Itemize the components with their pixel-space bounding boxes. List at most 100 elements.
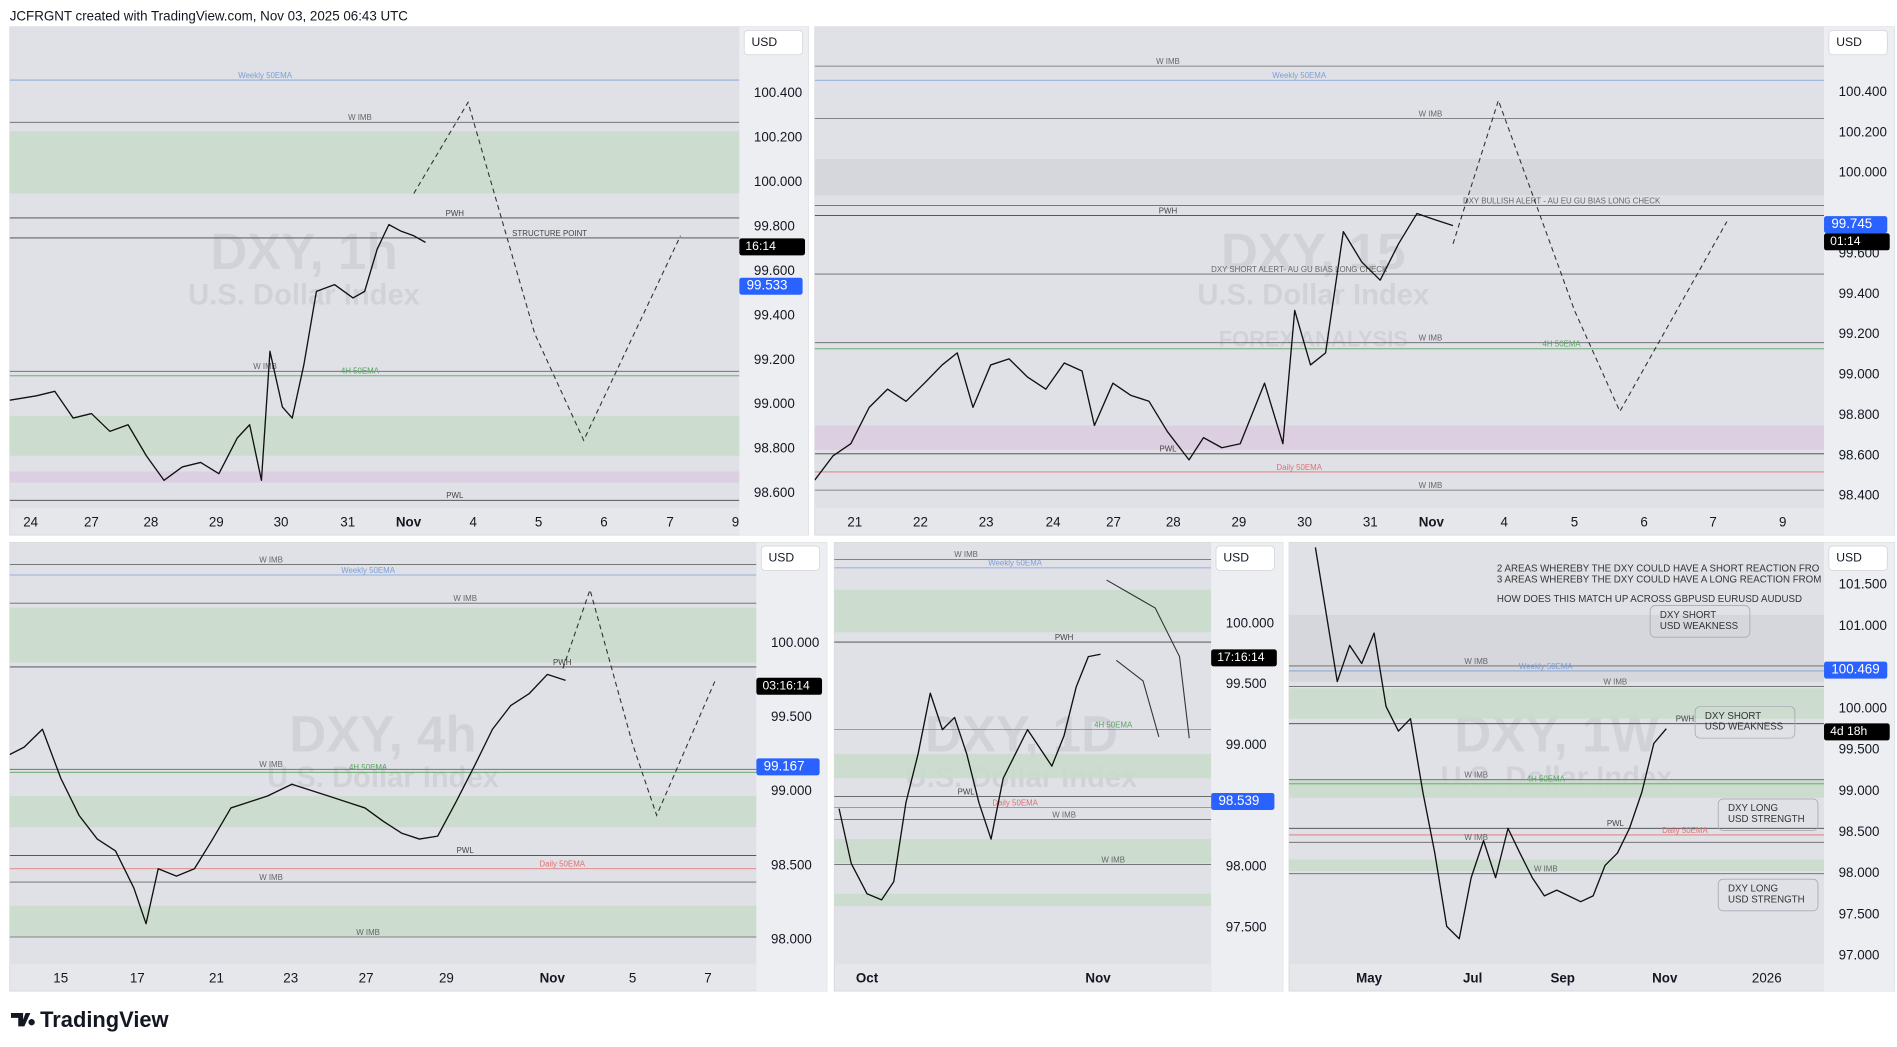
x-tick-label: 7 <box>666 514 673 529</box>
y-tick-label: 98.000 <box>1226 859 1267 874</box>
watermark: DXY, 4h <box>289 706 476 763</box>
y-tick-label: 100.000 <box>754 174 802 189</box>
x-tick-label: 29 <box>439 970 454 985</box>
callout-box <box>1694 706 1796 739</box>
zone <box>814 159 1825 196</box>
zone <box>1288 614 1825 682</box>
timer-label: 16:14 <box>745 239 776 253</box>
timer-label: 17:16:14 <box>1217 650 1265 664</box>
zone <box>814 425 1825 450</box>
y-tick-label: 97.500 <box>1226 919 1267 934</box>
level-label: 4H 50EMA <box>341 367 380 376</box>
level-label: Weekly 50EMA <box>238 71 293 80</box>
callout-box <box>1717 798 1819 831</box>
level-label: W IMB <box>1534 864 1558 873</box>
level-label: W IMB <box>348 113 372 122</box>
level-label: W IMB <box>259 555 283 564</box>
zone <box>1288 688 1825 719</box>
level-label: Daily 50EMA <box>1662 826 1708 835</box>
zone <box>834 589 1212 633</box>
price-tag-label: 98.539 <box>1218 793 1259 808</box>
x-tick-label: Sep <box>1550 970 1575 985</box>
level-label: W IMB <box>1101 855 1125 864</box>
level-label: Daily 50EMA <box>1276 463 1322 472</box>
x-tick-label: 22 <box>913 514 928 529</box>
callout-text: DXY LONG <box>1728 883 1778 894</box>
price-line <box>814 212 1454 481</box>
y-tick-label: 97.000 <box>1839 948 1880 963</box>
level-label: PWL <box>1607 819 1625 828</box>
y-tick-label: 100.000 <box>1839 700 1887 715</box>
y-tick-label: 99.600 <box>754 263 795 278</box>
y-tick-label: 99.000 <box>754 396 795 411</box>
plot: DXY, 1hU.S. Dollar Index Weekly 50EMA W IM… <box>9 71 740 501</box>
y-tick-label: 98.500 <box>771 857 812 872</box>
y-tick-label: 98.000 <box>771 932 812 947</box>
zone <box>9 905 757 938</box>
x-tick-label: 23 <box>979 514 994 529</box>
note: HOW DOES THIS MATCH UP ACROSS GBPUSD EUR… <box>1497 594 1802 605</box>
callout-text: DXY LONG <box>1728 803 1778 814</box>
timer-tag <box>1211 649 1277 667</box>
watermark: DXY, 1h <box>210 223 397 280</box>
x-tick-label: 27 <box>1106 514 1121 529</box>
level-label: DXY BULLISH ALERT - AU EU GU BIAS LONG C… <box>1463 196 1661 205</box>
y-tick-label: 100.200 <box>754 129 802 144</box>
y-tick-label: 100.000 <box>771 635 819 650</box>
level-label: Weekly 50EMA <box>1272 71 1327 80</box>
y-tick-label: 98.800 <box>1839 407 1880 422</box>
y-tick-label: 98.500 <box>1839 824 1880 839</box>
level-label: PWL <box>457 846 475 855</box>
price-tag <box>1824 216 1888 234</box>
x-tick-label: Jul <box>1463 970 1482 985</box>
x-tick-label: 27 <box>84 514 99 529</box>
zone <box>9 415 740 456</box>
price-axis <box>1211 542 1283 992</box>
x-tick-label: 7 <box>1709 514 1716 529</box>
zone <box>834 839 1212 864</box>
level-label: 4H 50EMA <box>349 763 388 772</box>
projection-path <box>1106 579 1190 739</box>
x-tick-label: 28 <box>1166 514 1181 529</box>
y-tick-label: 99.400 <box>754 307 795 322</box>
price-axis <box>1824 26 1895 536</box>
level-label: PWL <box>958 787 976 796</box>
timer-label: 03:16:14 <box>762 678 810 692</box>
currency-box <box>1828 30 1888 56</box>
x-tick-label: 27 <box>359 970 374 985</box>
price-axis <box>1824 542 1895 992</box>
chart-panel: DXY, 1hU.S. Dollar Index Weekly 50EMA W IM… <box>9 26 810 536</box>
watermark: DXY, 15 <box>1221 223 1406 280</box>
level-label: W IMB <box>453 594 477 603</box>
y-tick-label: 99.800 <box>754 218 795 233</box>
x-tick-label: 6 <box>1640 514 1647 529</box>
logo <box>10 1012 35 1027</box>
currency-label: USD <box>769 550 795 564</box>
level-label: W IMB <box>259 760 283 769</box>
price-line <box>9 223 426 481</box>
x-tick-label: 5 <box>535 514 542 529</box>
level-label: W IMB <box>259 873 283 882</box>
y-tick-label: 98.400 <box>1839 488 1880 503</box>
x-tick-label: 24 <box>23 514 38 529</box>
watermark: DXY, 1D <box>925 706 1118 763</box>
level-label: Weekly 50EMA <box>1519 662 1574 671</box>
level-label: 4H 50EMA <box>1543 340 1582 349</box>
zone <box>834 753 1212 779</box>
timer-tag <box>756 677 823 695</box>
price-tag-label: 100.469 <box>1831 662 1879 677</box>
x-tick-label: 30 <box>1297 514 1312 529</box>
timer-tag <box>739 238 806 256</box>
x-tick-label: Nov <box>1085 970 1111 985</box>
level-label: W IMB <box>1604 677 1628 686</box>
timer-label: 01:14 <box>1830 234 1861 248</box>
level-label: Weekly 50EMA <box>988 559 1043 568</box>
zone <box>9 607 757 663</box>
x-tick-label: 28 <box>144 514 159 529</box>
projection-path <box>413 101 681 442</box>
price-tag <box>1211 792 1275 810</box>
currency-box <box>760 545 820 571</box>
price-tag <box>756 758 820 776</box>
